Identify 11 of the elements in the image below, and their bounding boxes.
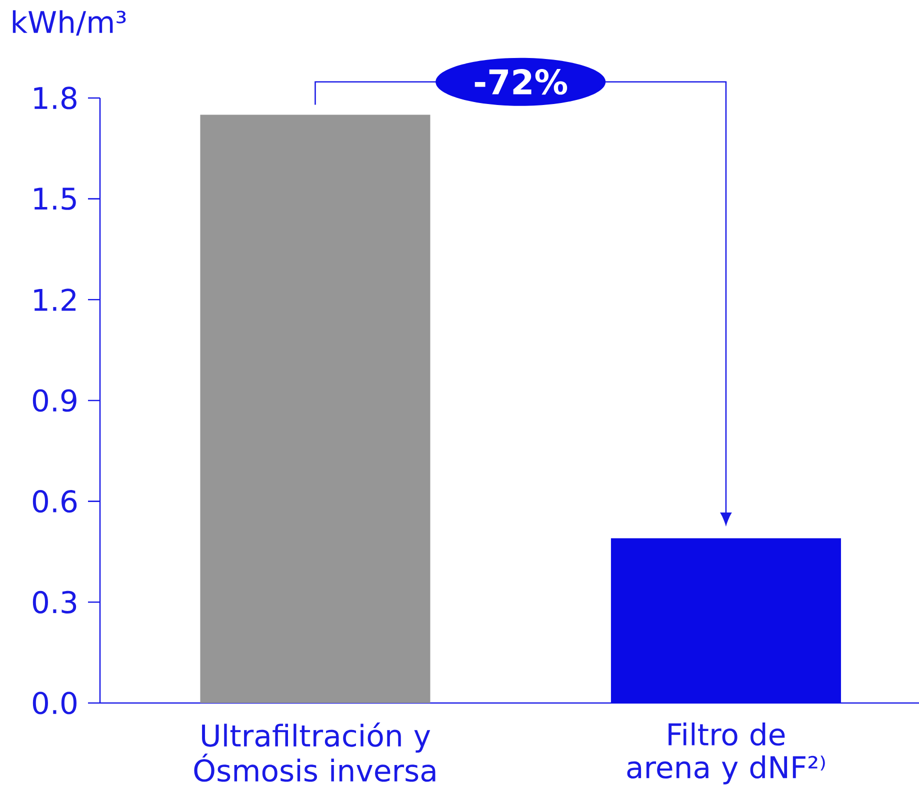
x-tick-label: Filtro de arena y dNF²⁾ [627, 722, 825, 784]
y-axis-title: kWh/m³ [12, 10, 126, 36]
x-tick-label: Ultrafiltración y Ósmosis inversa [194, 722, 436, 782]
y-tick-label: 0.6 [32, 490, 77, 513]
y-tick-label: 0.0 [32, 692, 76, 714]
y-tick-label: 1.2 [34, 288, 76, 311]
y-tick-label: 1.5 [34, 188, 76, 210]
text: -72% [474, 69, 568, 95]
y-tick-label: 0.3 [32, 590, 76, 614]
y-tick-label: 0.9 [32, 389, 76, 412]
y-tick-label: 1.8 [34, 86, 76, 110]
